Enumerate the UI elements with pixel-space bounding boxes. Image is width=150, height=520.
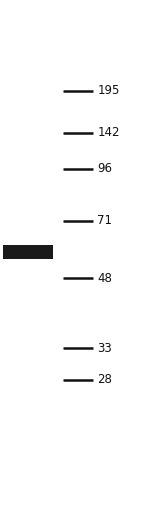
Text: 48: 48 bbox=[98, 271, 112, 284]
Text: 33: 33 bbox=[98, 342, 112, 355]
Text: 28: 28 bbox=[98, 373, 112, 386]
Text: 195: 195 bbox=[98, 84, 120, 98]
Text: 142: 142 bbox=[98, 126, 120, 139]
Text: 71: 71 bbox=[98, 214, 112, 228]
Text: 96: 96 bbox=[98, 162, 112, 175]
